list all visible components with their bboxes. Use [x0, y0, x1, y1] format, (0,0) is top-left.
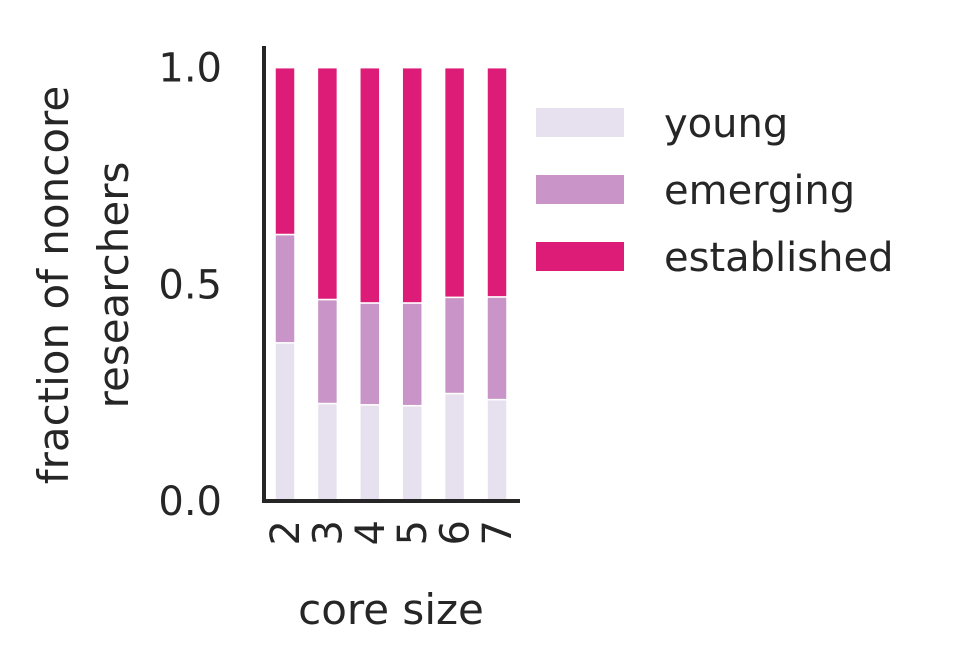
bar-young-7 [486, 398, 508, 502]
x-tick-label: 5 [390, 520, 436, 545]
bar-established-3 [316, 66, 339, 301]
y-axis-label-line-1: fraction of noncore [29, 86, 78, 484]
x-tick-label: 3 [305, 520, 351, 545]
bar-established-2 [274, 66, 296, 236]
x-tick-label: 7 [475, 520, 521, 545]
bar-emerging-4 [359, 302, 381, 406]
legend-swatch-young [536, 108, 624, 137]
legend: young emerging established [536, 101, 893, 281]
legend-swatch-established [536, 242, 624, 271]
bars-group [274, 66, 508, 502]
bar-young-4 [359, 404, 381, 502]
bar-established-5 [401, 66, 423, 304]
y-tick-label: 0.0 [158, 479, 222, 525]
legend-label-young: young [664, 101, 788, 147]
x-tick-label: 2 [263, 520, 309, 545]
axes-group [262, 46, 520, 503]
bar-young-2 [274, 342, 296, 502]
legend-swatch-emerging [536, 175, 624, 204]
bar-established-7 [486, 66, 508, 298]
x-tick-label: 4 [348, 520, 394, 545]
y-tick-label: 1.0 [158, 46, 222, 92]
y-tick-labels: 0.0 0.5 1.0 [158, 46, 222, 525]
legend-label-emerging: emerging [664, 168, 855, 214]
bar-established-4 [359, 66, 381, 304]
bar-established-6 [443, 66, 466, 299]
bar-emerging-7 [486, 296, 508, 401]
bar-emerging-6 [443, 296, 466, 395]
y-tick-label: 0.5 [158, 262, 222, 308]
x-axis-label: core size [298, 585, 484, 634]
bar-young-3 [316, 402, 339, 502]
y-axis-label-line-2: researchers [89, 162, 138, 409]
bar-emerging-3 [316, 298, 339, 405]
x-tick-label: 6 [433, 520, 479, 545]
bar-young-6 [443, 392, 466, 502]
legend-label-established: established [664, 235, 893, 281]
bar-emerging-5 [401, 302, 423, 407]
bar-young-5 [401, 404, 423, 502]
bar-emerging-2 [274, 233, 296, 344]
